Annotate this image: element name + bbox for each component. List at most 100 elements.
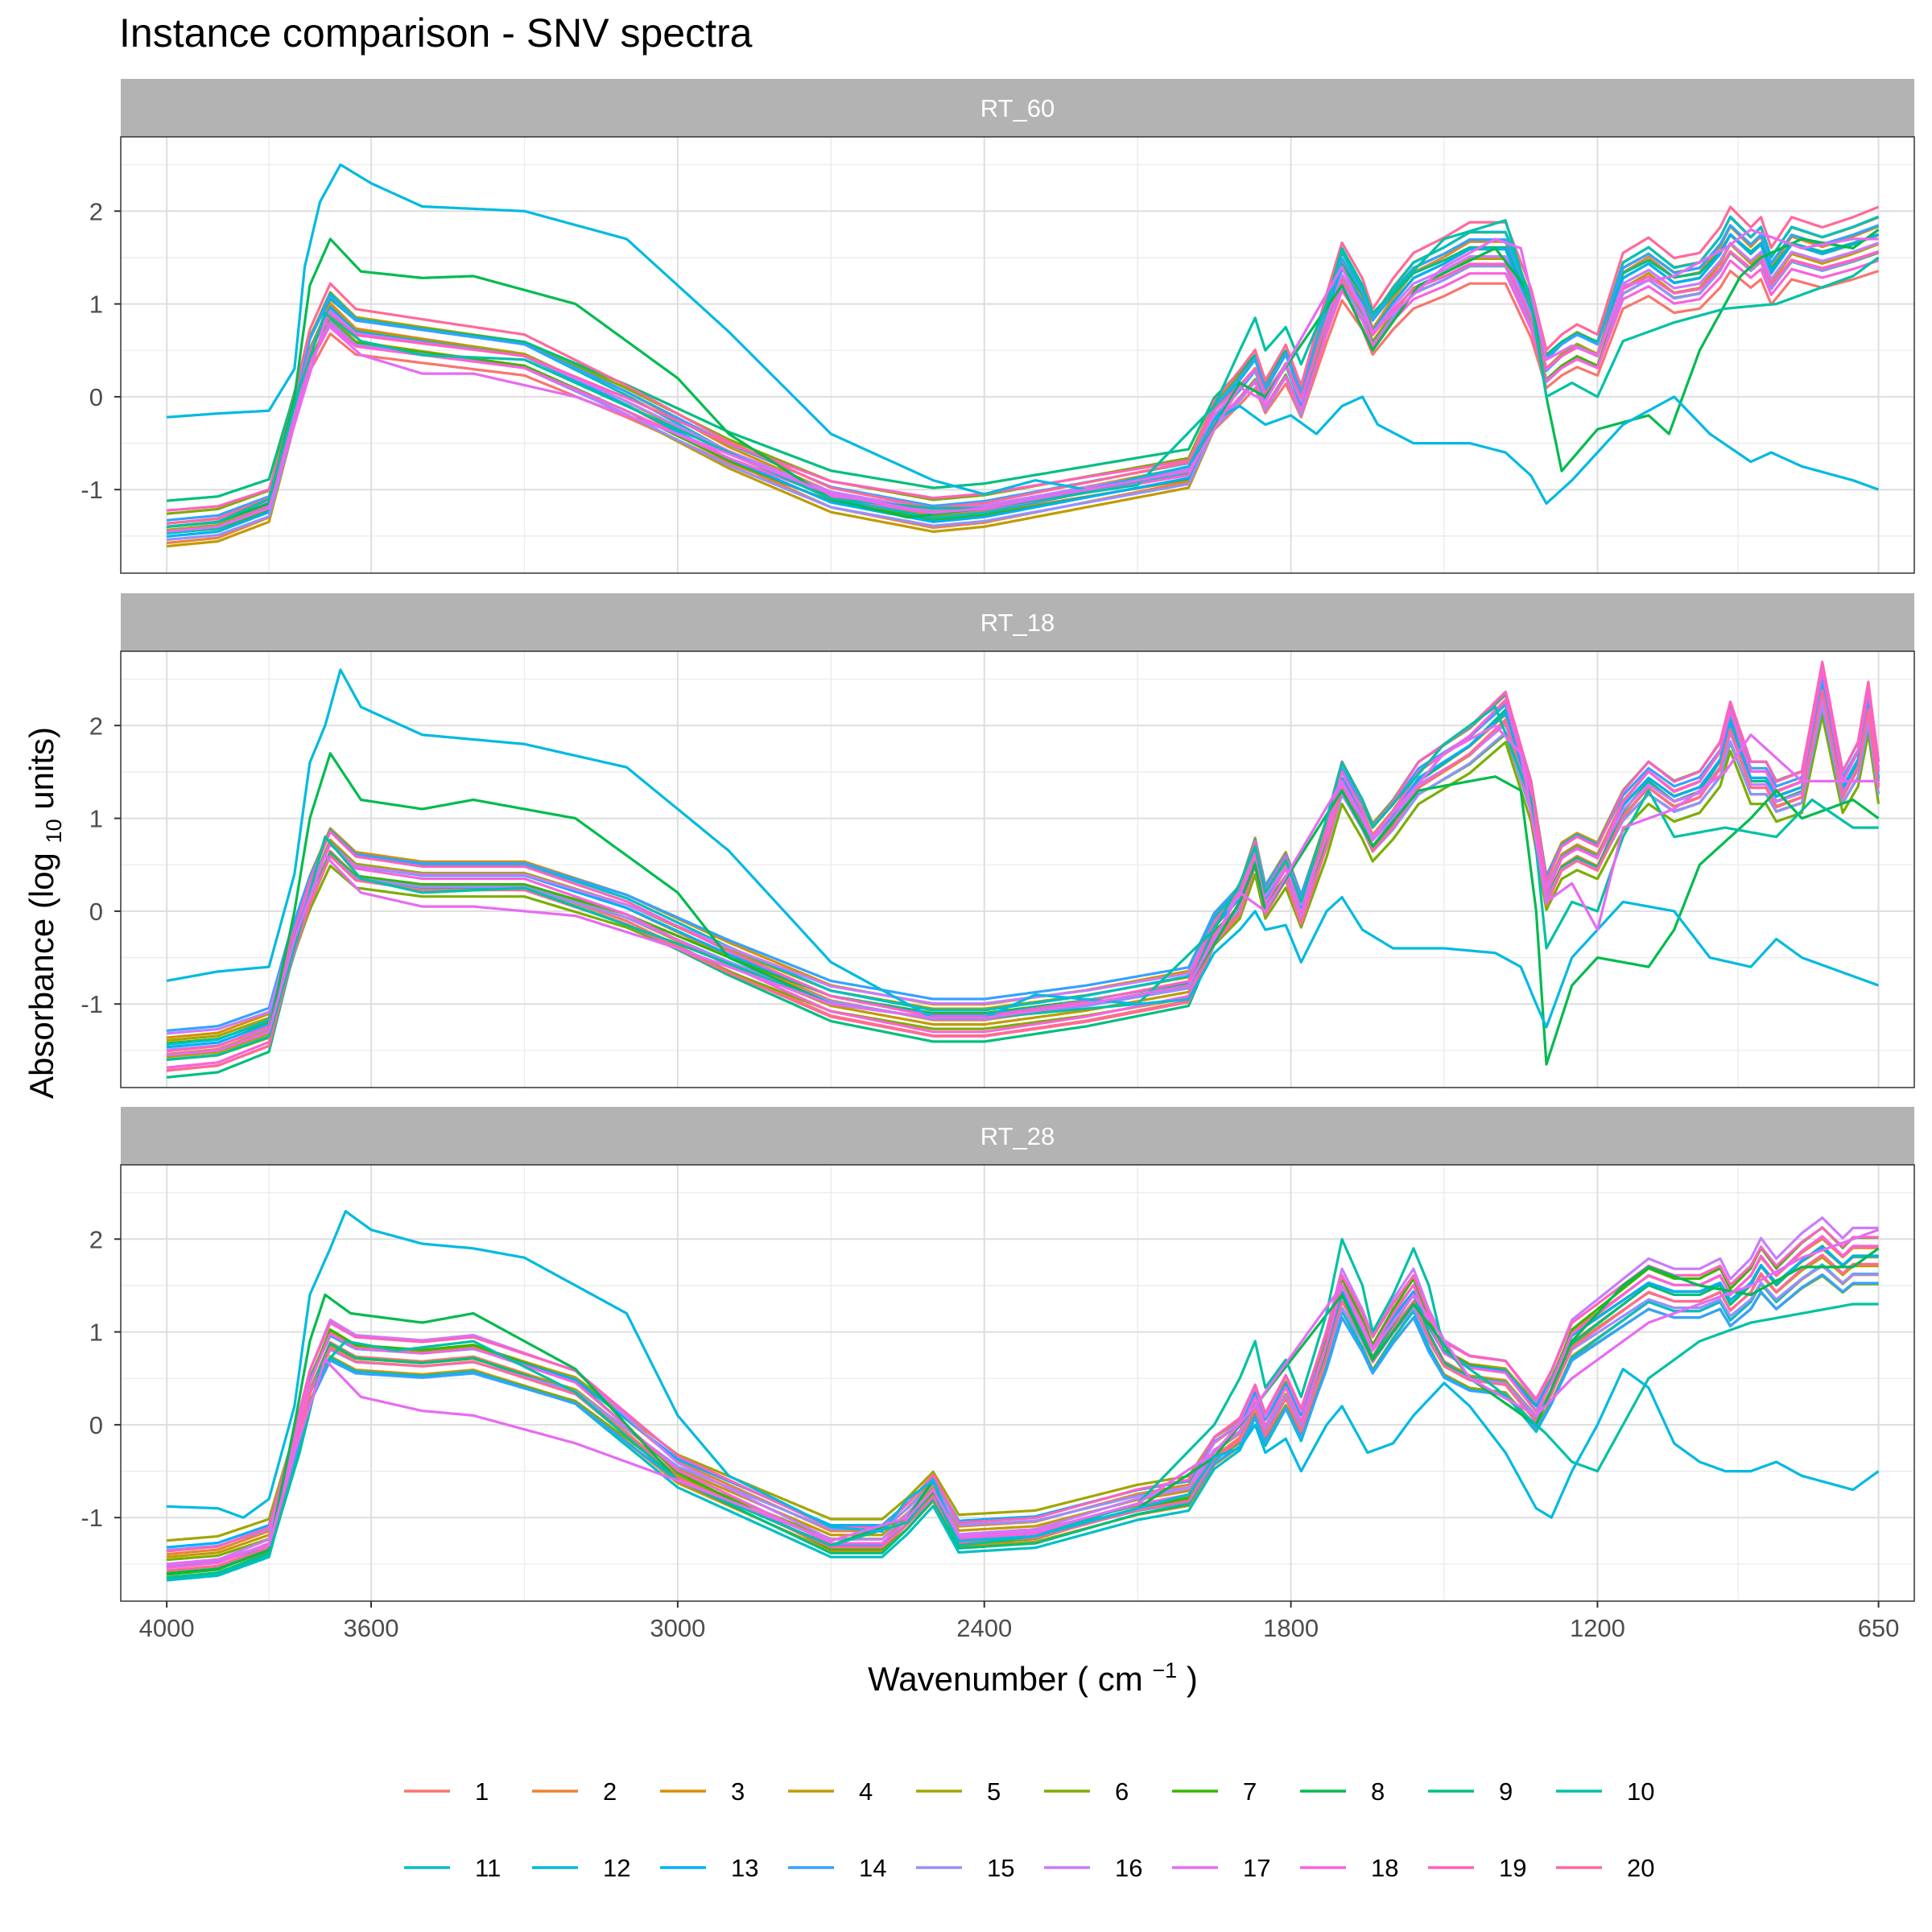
legend-item-1: 1 xyxy=(404,1777,489,1806)
legend-item-2: 2 xyxy=(532,1777,617,1806)
y-tick-label: 1 xyxy=(89,291,103,319)
legend-label: 1 xyxy=(475,1777,489,1806)
panel-RT_60: RT_60 -1 0 1 2 xyxy=(80,79,1915,574)
facet-strip-label: RT_60 xyxy=(980,94,1055,122)
legend-label: 7 xyxy=(1243,1777,1257,1806)
panel-RT_28: RT_28 -1 0 1 2 xyxy=(80,1107,1915,1602)
series-line-17 xyxy=(166,724,1879,1057)
series-line-9 xyxy=(166,678,1880,1079)
series-line-20 xyxy=(166,205,1880,525)
series-line-12 xyxy=(166,668,1880,1029)
legend-label: 15 xyxy=(987,1854,1014,1882)
y-tick-label: 2 xyxy=(89,1225,103,1253)
legend-item-14: 14 xyxy=(788,1854,886,1882)
legend-label: 3 xyxy=(731,1777,745,1806)
legend-label: 6 xyxy=(1115,1777,1129,1806)
legend-label: 14 xyxy=(859,1854,886,1882)
series-line-16 xyxy=(166,1216,1879,1567)
legend-item-15: 15 xyxy=(916,1854,1014,1882)
panel-border xyxy=(120,136,1915,574)
legend-item-10: 10 xyxy=(1556,1777,1654,1806)
facet-strip xyxy=(121,1107,1914,1165)
legend-item-19: 19 xyxy=(1428,1854,1526,1882)
y-axis-label-sub: 10 xyxy=(42,819,66,843)
series-line-17 xyxy=(166,228,1879,533)
legend-label: 19 xyxy=(1499,1854,1526,1882)
legend-label: 16 xyxy=(1115,1854,1142,1882)
legend-label: 8 xyxy=(1371,1777,1385,1806)
x-tick-label: 3600 xyxy=(344,1614,399,1642)
series-line-18 xyxy=(166,667,1880,1069)
facet-panels: RT_60 -1 0 1 2 RT_18 -1 0 1 2 RT_28 -1 0 1 2 xyxy=(80,79,1915,1602)
y-tick-label: 0 xyxy=(89,1411,103,1439)
panel-border xyxy=(120,1164,1915,1602)
series-line-9 xyxy=(166,1245,1879,1579)
x-axis-label-unit-close: ) xyxy=(1187,1660,1198,1698)
legend-item-17: 17 xyxy=(1172,1854,1270,1882)
y-tick-label: -1 xyxy=(80,476,103,504)
x-tick-label: 4000 xyxy=(139,1614,195,1642)
y-tick-label: -1 xyxy=(80,990,103,1018)
x-tick-label: 650 xyxy=(1858,1614,1900,1642)
legend-item-8: 8 xyxy=(1300,1777,1385,1806)
facet-strip-label: RT_28 xyxy=(980,1122,1055,1150)
series-line-1 xyxy=(166,270,1880,531)
series-line-19 xyxy=(166,660,1880,1053)
x-tick-label: 2400 xyxy=(956,1614,1012,1642)
x-axis-label-unit-open: ( xyxy=(1077,1660,1088,1698)
series-lines xyxy=(166,660,1880,1079)
legend-item-20: 20 xyxy=(1556,1854,1654,1882)
series-line-6 xyxy=(166,714,1880,1061)
legend-item-6: 6 xyxy=(1044,1777,1129,1806)
y-tick-label: 2 xyxy=(89,712,103,740)
series-line-17 xyxy=(166,1228,1880,1566)
chart-title: Instance comparison - SNV spectra xyxy=(119,10,753,56)
x-tick-label: 1800 xyxy=(1263,1614,1319,1642)
legend-item-9: 9 xyxy=(1428,1777,1513,1806)
facet-strip xyxy=(121,593,1914,651)
series-line-19 xyxy=(166,1226,1879,1553)
y-tick-label: 2 xyxy=(89,197,103,225)
series-line-12 xyxy=(167,1210,1880,1542)
legend-label: 18 xyxy=(1371,1854,1398,1882)
series-lines xyxy=(166,1210,1880,1582)
x-tick-label: 1200 xyxy=(1570,1614,1625,1642)
legend-item-18: 18 xyxy=(1300,1854,1398,1882)
legend-item-7: 7 xyxy=(1172,1777,1257,1806)
series-line-12 xyxy=(166,163,1880,506)
legend-label: 4 xyxy=(859,1777,873,1806)
series-lines xyxy=(166,163,1880,548)
series-line-11 xyxy=(166,1263,1879,1582)
legend-label: 2 xyxy=(603,1777,617,1806)
x-axis: 4000 3600 3000 2400 1800 1200 650 xyxy=(139,1601,1900,1642)
legend-label: 10 xyxy=(1627,1777,1654,1806)
legend-label: 17 xyxy=(1243,1854,1270,1882)
y-tick-label: 1 xyxy=(89,1319,103,1347)
x-axis-label: Wavenumber ( cm −1 ) xyxy=(868,1647,1198,1698)
y-axis-label-pre: Absorbance (log xyxy=(23,852,60,1099)
legend-item-5: 5 xyxy=(916,1777,1001,1806)
legend-label: 13 xyxy=(731,1854,758,1882)
x-axis-label-unit-base: cm xyxy=(1098,1660,1143,1698)
y-tick-label: 1 xyxy=(89,805,103,833)
y-tick-label: 0 xyxy=(89,383,103,411)
legend-item-16: 16 xyxy=(1044,1854,1142,1882)
facet-strip xyxy=(121,79,1914,137)
legend-item-4: 4 xyxy=(788,1777,873,1806)
series-line-10 xyxy=(166,705,1879,1061)
legend-label: 11 xyxy=(475,1854,501,1882)
x-axis-label-text: Wavenumber xyxy=(868,1660,1067,1698)
panel-RT_18: RT_18 -1 0 1 2 xyxy=(80,593,1915,1088)
y-axis-label-post: units) xyxy=(23,727,60,810)
y-tick-label: -1 xyxy=(80,1504,103,1532)
legend-item-3: 3 xyxy=(660,1777,745,1806)
x-tick-label: 3000 xyxy=(650,1614,705,1642)
y-tick-label: 0 xyxy=(89,898,103,926)
legend-item-12: 12 xyxy=(532,1854,630,1882)
legend-item-13: 13 xyxy=(660,1854,758,1882)
facet-strip-label: RT_18 xyxy=(980,609,1055,637)
legend-label: 9 xyxy=(1499,1777,1513,1806)
legend-label: 20 xyxy=(1627,1854,1654,1882)
